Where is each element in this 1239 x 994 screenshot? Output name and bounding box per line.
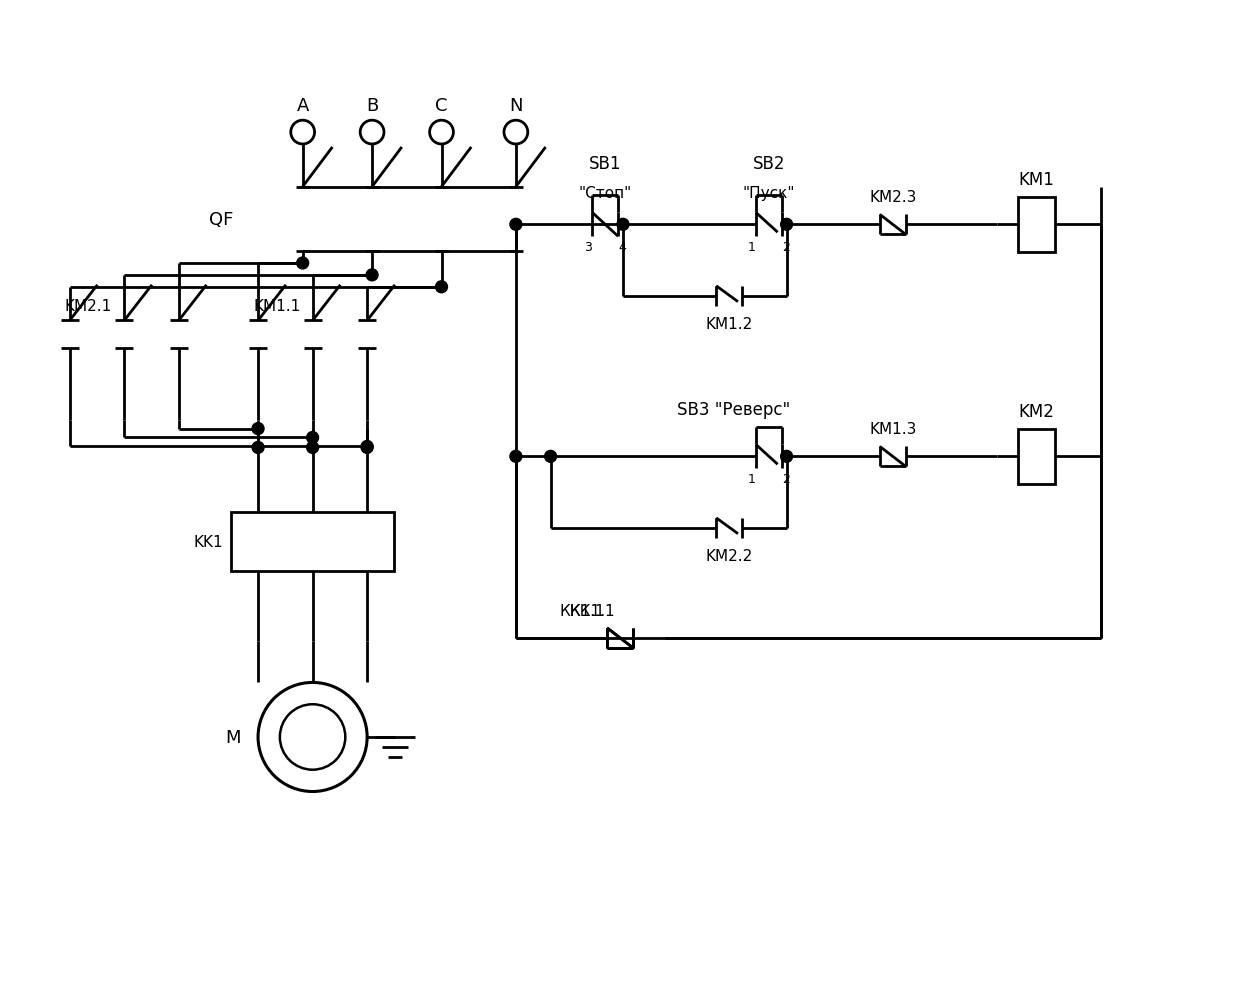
Text: KK1: KK1 — [193, 535, 223, 550]
Circle shape — [258, 683, 367, 791]
Text: "Стоп": "Стоп" — [579, 186, 632, 201]
Circle shape — [510, 451, 522, 463]
Text: KM2.1: KM2.1 — [64, 299, 112, 314]
Text: 2: 2 — [782, 241, 789, 253]
Circle shape — [306, 442, 318, 454]
Text: SB3 "Реверс": SB3 "Реверс" — [678, 401, 790, 418]
Circle shape — [430, 121, 453, 145]
Text: 2: 2 — [782, 472, 789, 485]
Bar — [232, 512, 394, 572]
Text: KM1.3: KM1.3 — [869, 421, 917, 436]
Text: C: C — [435, 97, 447, 115]
Text: KM1.1: KM1.1 — [253, 299, 300, 314]
Bar — [1017, 429, 1056, 484]
Text: 3: 3 — [585, 241, 592, 253]
Circle shape — [306, 432, 318, 444]
Text: B: B — [366, 97, 378, 115]
Text: KM2.3: KM2.3 — [869, 190, 917, 205]
Text: KM1: KM1 — [1018, 171, 1054, 189]
Text: 4: 4 — [618, 241, 626, 253]
Circle shape — [362, 442, 373, 454]
Text: "Пуск": "Пуск" — [742, 186, 795, 201]
Circle shape — [252, 423, 264, 435]
Text: КК1.1: КК1.1 — [570, 603, 615, 618]
Text: 1: 1 — [748, 241, 756, 253]
Circle shape — [617, 219, 629, 231]
Circle shape — [781, 451, 793, 463]
Text: SB2: SB2 — [752, 155, 786, 173]
Circle shape — [362, 441, 373, 453]
Text: QF: QF — [209, 211, 233, 229]
Circle shape — [296, 257, 309, 269]
Bar — [1017, 198, 1056, 252]
Text: KM2.2: KM2.2 — [705, 549, 753, 564]
Circle shape — [367, 269, 378, 281]
Text: KM2: KM2 — [1018, 403, 1054, 420]
Text: SB1: SB1 — [589, 155, 622, 173]
Text: A: A — [296, 97, 309, 115]
Circle shape — [436, 281, 447, 293]
Circle shape — [545, 451, 556, 463]
Circle shape — [280, 705, 346, 770]
Text: M: M — [225, 729, 242, 746]
Circle shape — [510, 219, 522, 231]
Text: 1: 1 — [748, 472, 756, 485]
Circle shape — [291, 121, 315, 145]
Circle shape — [252, 442, 264, 454]
Text: N: N — [509, 97, 523, 115]
Text: KM1.2: KM1.2 — [705, 317, 753, 332]
Circle shape — [361, 121, 384, 145]
Circle shape — [504, 121, 528, 145]
Circle shape — [781, 219, 793, 231]
Text: КК1.1: КК1.1 — [560, 603, 605, 618]
